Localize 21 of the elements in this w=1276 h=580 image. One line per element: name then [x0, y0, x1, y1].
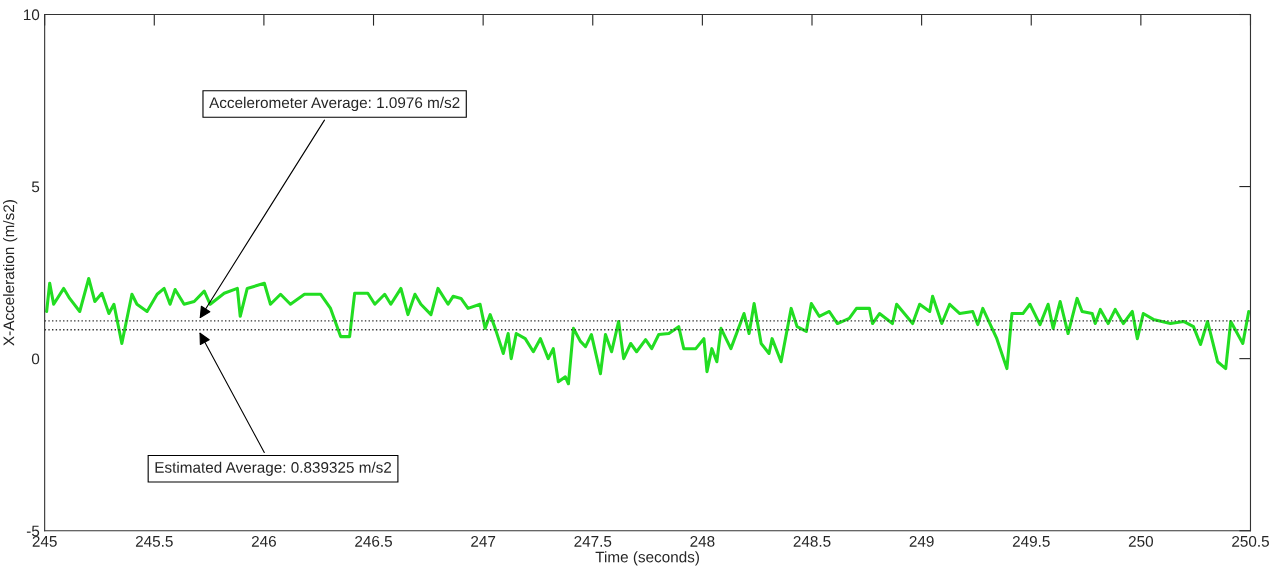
x-tick-label: 247 [471, 535, 496, 547]
x-tick-label: 249 [909, 535, 934, 547]
x-tick-label: 245.5 [135, 535, 173, 547]
x-tick-label: 248 [690, 535, 715, 547]
x-tick-label: 245 [32, 535, 57, 547]
x-axis-title: Time (seconds) [595, 551, 699, 566]
x-tick-label: 247.5 [574, 535, 612, 547]
x-tick-label: 248.5 [793, 535, 831, 547]
x-tick-label: 250.5 [1232, 535, 1269, 547]
x-tick-label: 246 [251, 535, 276, 547]
x-tick-label: 246.5 [355, 535, 392, 547]
y-axis-title: X-Acceleration (m/s2) [3, 200, 18, 346]
y-tick-label: 0 [31, 353, 40, 365]
x-tick-label: 250 [1128, 535, 1154, 547]
y-tick-label: -5 [26, 525, 40, 537]
x-tick-label: 249.5 [1012, 535, 1050, 547]
y-tick-label: 5 [31, 181, 40, 193]
ref-line-label: Estimated Average: 0.839325 m/s2 [155, 461, 392, 476]
ref-line-label: Accelerometer Average: 1.0976 m/s2 [209, 96, 460, 112]
y-tick-label: 10 [23, 9, 40, 21]
line-series [45, 276, 1251, 386]
